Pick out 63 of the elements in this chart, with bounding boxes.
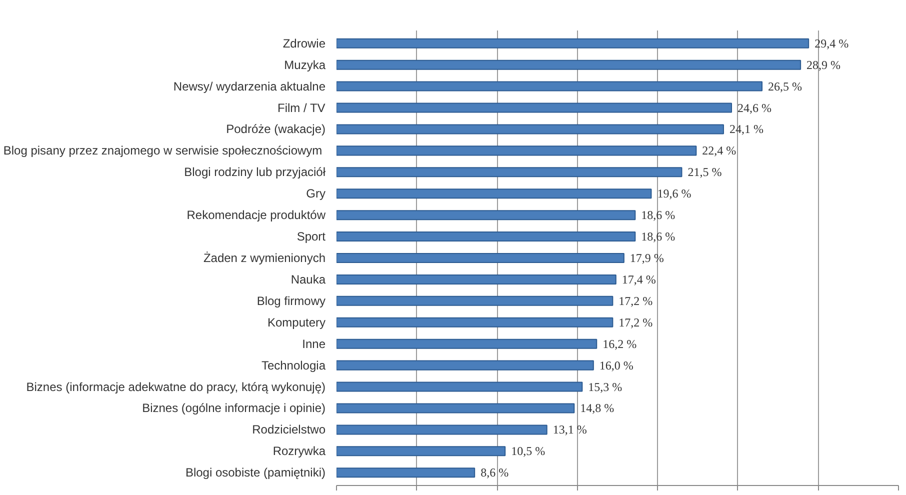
data-label: 17,9 % xyxy=(630,251,664,265)
y-tick-label: Blog firmowy xyxy=(256,294,326,308)
data-label: 18,6 % xyxy=(641,230,676,244)
y-tick-label: Blogi rodziny lub przyjaciół xyxy=(184,165,326,180)
y-tick-label: Inne xyxy=(302,336,326,351)
y-tick-label: Biznes (informacje adekwatne do pracy, którą wykonuję) xyxy=(26,380,326,394)
bar xyxy=(336,167,682,178)
data-label: 14,8 % xyxy=(580,401,614,416)
bar xyxy=(336,274,616,284)
bar xyxy=(336,468,476,478)
y-tick-label: Film / TV xyxy=(278,100,326,115)
data-label: 22,4 % xyxy=(702,144,736,158)
y-tick-label: Biznes (ogólne informacje i opinie) xyxy=(142,401,326,416)
y-tick-label: Komputery xyxy=(267,315,326,330)
bar xyxy=(336,252,624,264)
y-tick-label: Blogi osobiste (pamiętniki) xyxy=(185,466,326,480)
y-tick-label: Zdrowie xyxy=(282,36,326,50)
data-label: 15,3 % xyxy=(588,380,622,394)
data-label: 8,6 % xyxy=(480,466,509,480)
data-label: 26,5 % xyxy=(768,79,802,94)
y-tick-label: Sport xyxy=(296,230,326,244)
data-label: 24,6 % xyxy=(738,100,772,115)
bar xyxy=(336,146,697,156)
bar xyxy=(336,232,636,242)
bar xyxy=(336,317,614,328)
data-label: 19,6 % xyxy=(657,186,692,201)
y-tick-label: Nauka xyxy=(290,272,326,286)
bar xyxy=(336,424,548,435)
y-tick-label: Rekomendacje produktów xyxy=(186,208,326,222)
y-tick-label: Rodzicielstwo xyxy=(252,422,326,437)
y-tick-label: Gry xyxy=(306,186,326,201)
bar xyxy=(336,38,810,48)
data-label: 17,2 % xyxy=(618,315,653,330)
bar xyxy=(336,81,763,92)
y-tick-label: Newsy/ wydarzenia aktualne xyxy=(173,79,326,94)
data-label: 18,6 % xyxy=(641,208,676,222)
bar xyxy=(336,188,652,199)
data-label: 21,5 % xyxy=(688,165,722,180)
y-tick-label: Muzyka xyxy=(284,58,326,72)
bar xyxy=(336,124,724,134)
data-label: 16,2 % xyxy=(602,336,637,351)
data-label: 29,4 % xyxy=(814,36,849,50)
y-tick-label: Rozrywka xyxy=(272,444,326,458)
bar xyxy=(336,60,802,70)
bar xyxy=(336,446,506,456)
bar xyxy=(336,338,598,349)
bar xyxy=(336,360,594,370)
y-tick-label: Blog pisany przez znajomego w serwisie społecznościowym xyxy=(3,144,322,158)
y-tick-label: Żaden z wymienionych xyxy=(203,251,326,265)
data-label: 16,0 % xyxy=(599,358,634,372)
data-label: 17,2 % xyxy=(618,294,653,308)
bar xyxy=(336,403,575,414)
bar xyxy=(336,210,636,220)
data-label: 28,9 % xyxy=(806,58,841,72)
data-label: 13,1 % xyxy=(552,422,587,437)
data-label: 10,5 % xyxy=(511,444,546,458)
bar xyxy=(336,102,732,113)
bar xyxy=(336,296,614,306)
data-label: 24,1 % xyxy=(729,122,764,136)
bar xyxy=(336,382,583,392)
y-tick-label: Technologia xyxy=(261,358,326,372)
y-tick-label: Podróże (wakacje) xyxy=(226,122,326,136)
data-label: 17,4 % xyxy=(622,272,656,286)
